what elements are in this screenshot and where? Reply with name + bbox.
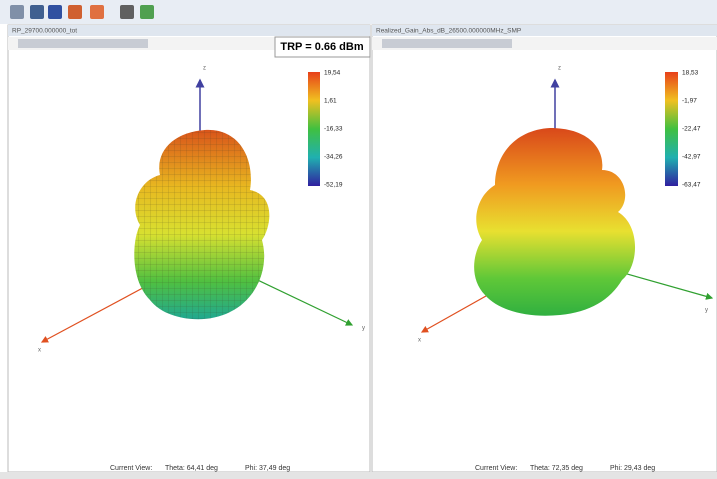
footer-phi: Phi: 37,49 deg — [245, 465, 290, 472]
tool-button[interactable] — [90, 5, 104, 19]
axis-label: x — [38, 348, 41, 354]
tool-button[interactable] — [68, 5, 82, 19]
colorbar-label: -63,47 — [682, 182, 701, 189]
view-buttons[interactable] — [18, 39, 148, 48]
trp-label: TRP = 0.66 dBm — [280, 41, 363, 53]
colorbar-label: 18,53 — [682, 70, 699, 77]
axis-label: y — [705, 308, 708, 314]
screen: RP_29700.000000_tot TRP = 0.66 dBm 19,54… — [0, 0, 717, 479]
axis-label: x — [418, 338, 421, 344]
axis-label: z — [203, 66, 206, 72]
tool-button[interactable] — [120, 5, 134, 19]
tool-button[interactable] — [10, 5, 24, 19]
panel-title: RP_29700.000000_tot — [12, 28, 77, 35]
footer-theta: Theta: 64,41 deg — [165, 465, 218, 472]
colorbar — [308, 72, 320, 186]
colorbar-label: -16,33 — [324, 126, 343, 133]
tool-button[interactable] — [48, 5, 62, 19]
colorbar-label: -42,97 — [682, 154, 701, 161]
colorbar-label: 1,61 — [324, 98, 337, 105]
colorbar-label: -1,97 — [682, 98, 697, 105]
axis-label: y — [362, 326, 365, 332]
view-buttons[interactable] — [382, 39, 512, 48]
tool-button[interactable] — [140, 5, 154, 19]
footer-label: Current View: — [110, 465, 152, 472]
main-toolbar — [0, 0, 717, 24]
status-strip — [0, 472, 717, 479]
panel-title: Realized_Gain_Abs_dB_26500.000000MHz_SMP — [376, 28, 521, 35]
axis-label: z — [558, 66, 561, 72]
colorbar-label: 19,54 — [324, 70, 341, 77]
footer-label: Current View: — [475, 465, 517, 472]
colorbar — [665, 72, 678, 186]
colorbar-label: -52,19 — [324, 182, 343, 189]
colorbar-label: -34,26 — [324, 154, 343, 161]
footer-theta: Theta: 72,35 deg — [530, 465, 583, 472]
colorbar-label: -22,47 — [682, 126, 701, 133]
tool-button[interactable] — [30, 5, 44, 19]
footer-phi: Phi: 29,43 deg — [610, 465, 655, 472]
